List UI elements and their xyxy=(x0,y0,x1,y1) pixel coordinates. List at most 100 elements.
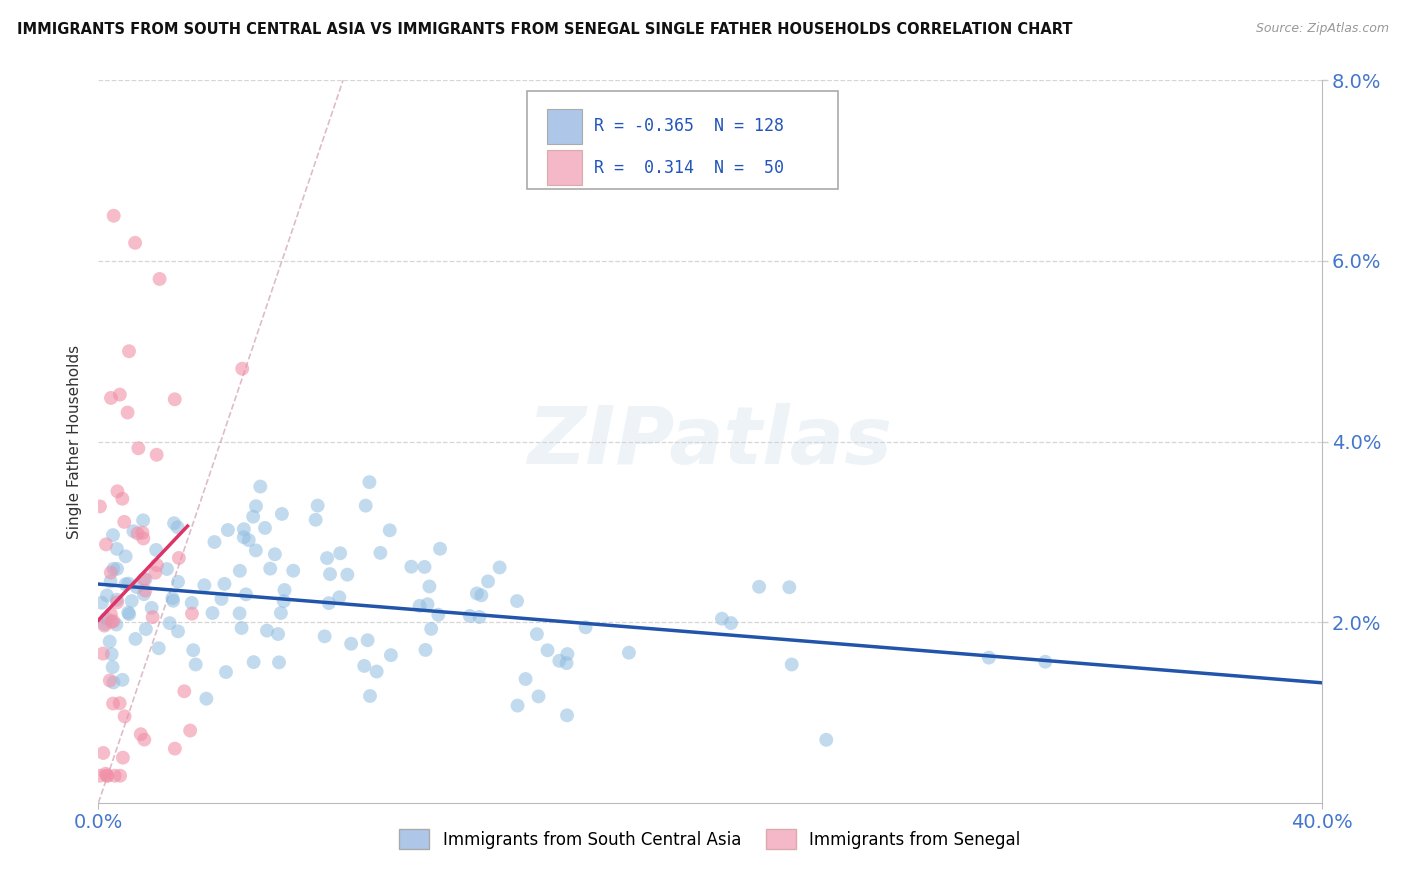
Point xyxy=(316,551,339,566)
Point xyxy=(242,655,264,669)
Point xyxy=(242,509,264,524)
Point xyxy=(145,543,167,558)
Point xyxy=(259,561,281,575)
Text: Source: ZipAtlas.com: Source: ZipAtlas.com xyxy=(1256,22,1389,36)
Point xyxy=(93,618,115,632)
Point xyxy=(103,675,125,690)
Point xyxy=(101,528,124,542)
Point xyxy=(173,684,195,698)
Point xyxy=(380,648,402,662)
Point xyxy=(305,513,328,527)
Point xyxy=(91,746,114,760)
Point xyxy=(195,691,218,706)
Point xyxy=(506,698,529,713)
Point xyxy=(101,660,124,674)
Point xyxy=(134,732,156,747)
Point xyxy=(370,546,392,560)
Point xyxy=(101,697,124,711)
Point xyxy=(526,627,548,641)
Point xyxy=(100,566,122,580)
Point xyxy=(181,643,204,657)
Point xyxy=(104,769,127,783)
Point xyxy=(720,616,742,631)
Point xyxy=(127,442,149,456)
Point xyxy=(232,522,254,536)
Point xyxy=(378,523,401,537)
Legend: Immigrants from South Central Asia, Immigrants from Senegal: Immigrants from South Central Asia, Immi… xyxy=(392,822,1028,856)
Text: R =  0.314  N =  50: R = 0.314 N = 50 xyxy=(593,159,783,177)
Point xyxy=(215,665,238,679)
Y-axis label: Single Father Households: Single Father Households xyxy=(67,344,83,539)
Point xyxy=(162,593,184,607)
Point xyxy=(328,591,350,605)
Point xyxy=(132,513,155,527)
Point xyxy=(121,594,143,608)
Point xyxy=(108,696,131,710)
Point xyxy=(235,587,257,601)
Point xyxy=(270,507,292,521)
Point xyxy=(105,592,128,607)
Point xyxy=(415,643,437,657)
Point xyxy=(318,596,340,610)
Point xyxy=(105,562,128,576)
Point xyxy=(180,596,202,610)
Point xyxy=(143,566,166,580)
Point xyxy=(132,587,155,601)
Point xyxy=(340,637,363,651)
Point xyxy=(105,541,128,556)
Point xyxy=(111,491,134,506)
Point xyxy=(458,609,481,624)
Point xyxy=(96,769,118,783)
Point xyxy=(273,582,295,597)
Point xyxy=(710,612,733,626)
Point xyxy=(145,448,167,462)
Point xyxy=(127,526,149,541)
Point xyxy=(574,620,596,634)
Point xyxy=(162,591,184,606)
Point xyxy=(245,499,267,513)
Point xyxy=(1033,655,1056,669)
Point xyxy=(228,607,250,621)
Point xyxy=(211,591,233,606)
Point xyxy=(167,624,190,639)
Point xyxy=(527,690,550,704)
Point xyxy=(103,209,125,223)
Point xyxy=(748,580,770,594)
Point xyxy=(477,574,499,589)
Point xyxy=(94,537,117,551)
Point xyxy=(100,391,122,405)
Point xyxy=(100,607,122,621)
Point xyxy=(146,558,169,573)
Point xyxy=(780,657,803,672)
Point xyxy=(105,617,128,632)
Point xyxy=(201,606,224,620)
Point xyxy=(118,344,141,359)
Point xyxy=(413,560,436,574)
Point xyxy=(329,546,352,560)
Point xyxy=(506,594,529,608)
Point xyxy=(249,479,271,493)
Point xyxy=(557,647,579,661)
Point xyxy=(96,611,118,625)
Point xyxy=(468,610,491,624)
Point xyxy=(193,578,215,592)
Point xyxy=(131,525,153,540)
Point xyxy=(103,562,125,576)
Point xyxy=(217,523,239,537)
Point xyxy=(94,617,117,632)
Point xyxy=(515,672,537,686)
Point xyxy=(366,665,388,679)
Point xyxy=(132,572,155,586)
Point xyxy=(159,616,181,631)
Point xyxy=(536,643,558,657)
Point xyxy=(273,594,295,608)
Point xyxy=(89,500,111,514)
Point xyxy=(231,361,253,376)
Point xyxy=(253,521,276,535)
Point xyxy=(111,750,134,764)
Point xyxy=(416,597,439,611)
Point xyxy=(555,656,578,670)
Point xyxy=(96,769,118,783)
Point xyxy=(401,559,423,574)
Point xyxy=(117,606,139,620)
